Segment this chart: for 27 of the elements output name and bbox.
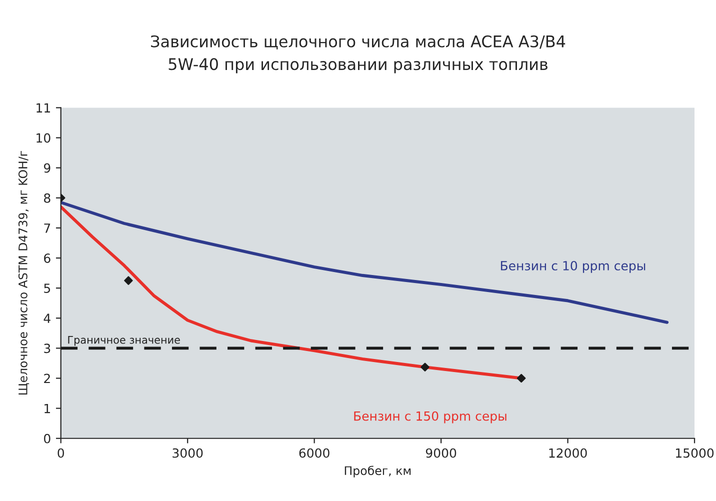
- y-tick-label: 2: [44, 374, 50, 384]
- point: [420, 362, 430, 372]
- y-tick-label: 1: [44, 404, 50, 414]
- x-tick-label: 15000: [676, 448, 714, 458]
- y-tick-label: 6: [44, 253, 50, 263]
- x-tick-label: 6000: [299, 448, 330, 458]
- point: [516, 374, 526, 383]
- y-tick-label: 11: [36, 103, 50, 112]
- x-tick-label: 9000: [426, 448, 456, 458]
- text: Бензин с 150 ppm серы: [354, 411, 506, 424]
- y-axis-title: Щелочное число ASTM D4739, мг KOH/г: [18, 151, 30, 394]
- x-tick-label: 0: [58, 448, 64, 458]
- series-label: Бензин с 10 ppm серы: [500, 260, 646, 273]
- y-tick-label: 10: [36, 133, 50, 143]
- point: [124, 276, 133, 285]
- y-tick-label: 7: [44, 224, 50, 233]
- y-tick-label: 4: [44, 314, 50, 323]
- y-tick-label: 8: [44, 193, 50, 203]
- x-axis-title: Пробег, км: [344, 466, 411, 478]
- y-tick-label: 0: [44, 434, 50, 444]
- y-tick-label: 3: [44, 344, 50, 354]
- ref-line-label: Граничное значение: [68, 336, 180, 346]
- chart-title: Зависимость щелочного числа масла ACEA A3/B4 5W-40 при использовании различных топлив: [151, 35, 566, 74]
- x-tick-label: 3000: [172, 448, 203, 458]
- y-tick-label: 9: [44, 163, 50, 173]
- y-tick-label: 5: [44, 284, 50, 293]
- x-tick-label: 12000: [549, 448, 587, 458]
